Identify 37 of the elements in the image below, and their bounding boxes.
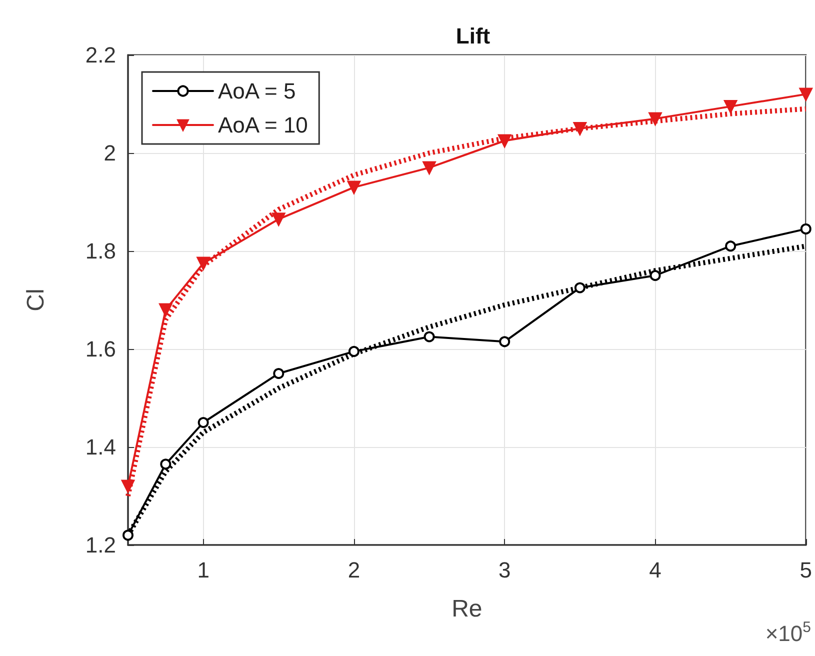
legend-label: AoA = 5 (218, 78, 296, 104)
point (122, 530, 134, 541)
point (348, 346, 360, 357)
x-tick-label: 2 (348, 558, 360, 582)
y-tick-label: 1.8 (85, 238, 116, 264)
point (422, 161, 436, 174)
point (347, 180, 360, 194)
point (573, 122, 586, 135)
point (799, 88, 812, 101)
point (160, 458, 172, 470)
y-tick-label: 1.4 (85, 434, 116, 460)
x-tick-label: 4 (649, 558, 662, 582)
y-tick-label: 2 (104, 140, 116, 166)
point (196, 256, 210, 270)
legend-label: AoA = 10 (218, 112, 308, 138)
point (159, 303, 172, 316)
point (499, 336, 510, 348)
point (122, 480, 134, 493)
point (648, 112, 662, 126)
point (800, 223, 812, 234)
point (650, 270, 661, 281)
y-axis-title: Cl (22, 288, 50, 312)
point (198, 417, 209, 428)
chart-title: Lift (456, 24, 491, 48)
point (424, 331, 435, 342)
x-axis-title: Re (452, 596, 482, 622)
point (273, 368, 284, 379)
x-tick-label: 5 (800, 558, 812, 582)
y-tick-label: 1.2 (85, 532, 116, 558)
x-tick-label: 1 (197, 558, 210, 582)
x-tick-label: 3 (498, 558, 511, 582)
point (574, 282, 586, 294)
point (725, 240, 736, 252)
point (724, 100, 738, 113)
y-tick-label: 1.6 (85, 336, 116, 362)
y-tick-label: 2.2 (85, 42, 116, 68)
point (272, 212, 286, 226)
